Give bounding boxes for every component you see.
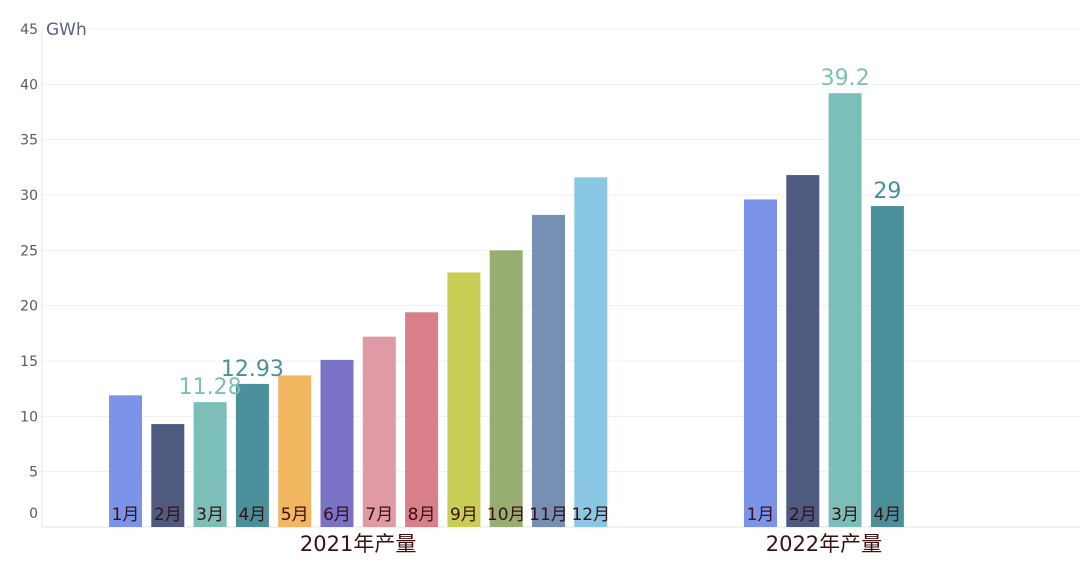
y-axis-unit-label: GWh bbox=[46, 20, 87, 40]
category-label: 6月 bbox=[323, 505, 351, 525]
y-tick-label: 20 bbox=[20, 299, 38, 315]
category-label: 11月 bbox=[529, 505, 568, 525]
data-label: 29 bbox=[873, 179, 901, 204]
category-label: 12月 bbox=[571, 505, 610, 525]
bar bbox=[828, 93, 862, 527]
bar bbox=[278, 375, 312, 527]
y-tick-label: 45 bbox=[20, 22, 38, 38]
category-label: 7月 bbox=[365, 505, 393, 525]
y-tick-label: 5 bbox=[29, 465, 38, 481]
category-label: 2月 bbox=[154, 505, 182, 525]
category-label: 4月 bbox=[873, 505, 901, 525]
category-label: 1月 bbox=[112, 505, 140, 525]
bar bbox=[532, 214, 565, 528]
y-tick-label: 40 bbox=[20, 77, 38, 93]
category-label: 4月 bbox=[238, 505, 266, 525]
bar bbox=[151, 424, 185, 527]
y-tick-label: 15 bbox=[20, 354, 38, 370]
bar bbox=[744, 199, 777, 527]
bar bbox=[320, 359, 354, 527]
bar bbox=[193, 402, 227, 527]
bar bbox=[870, 206, 904, 528]
category-label: 10月 bbox=[487, 505, 526, 525]
bar bbox=[405, 312, 439, 527]
bar bbox=[447, 272, 481, 527]
bar bbox=[574, 177, 608, 527]
category-label: 9月 bbox=[450, 505, 478, 525]
category-label: 2月 bbox=[789, 505, 817, 525]
y-tick-label: 0 bbox=[29, 506, 38, 522]
y-tick-label: 30 bbox=[20, 188, 38, 204]
bar bbox=[235, 383, 269, 527]
data-label: 11.28 bbox=[179, 375, 242, 400]
data-label: 39.2 bbox=[821, 66, 870, 91]
data-label: 12.93 bbox=[221, 357, 284, 382]
bar bbox=[489, 250, 523, 528]
category-label: 3月 bbox=[196, 505, 224, 525]
category-label: 5月 bbox=[281, 505, 309, 525]
group-label: 2022年产量 bbox=[766, 532, 882, 556]
y-tick-label: 25 bbox=[20, 243, 38, 259]
y-tick-label: 10 bbox=[20, 409, 38, 425]
y-tick-label: 35 bbox=[20, 133, 38, 149]
bar bbox=[109, 395, 142, 527]
category-label: 1月 bbox=[747, 505, 775, 525]
group-label: 2021年产量 bbox=[300, 532, 416, 556]
bars bbox=[109, 93, 904, 528]
bar bbox=[362, 336, 396, 527]
category-label: 3月 bbox=[831, 505, 859, 525]
bar bbox=[786, 175, 820, 527]
category-label: 8月 bbox=[408, 505, 436, 525]
